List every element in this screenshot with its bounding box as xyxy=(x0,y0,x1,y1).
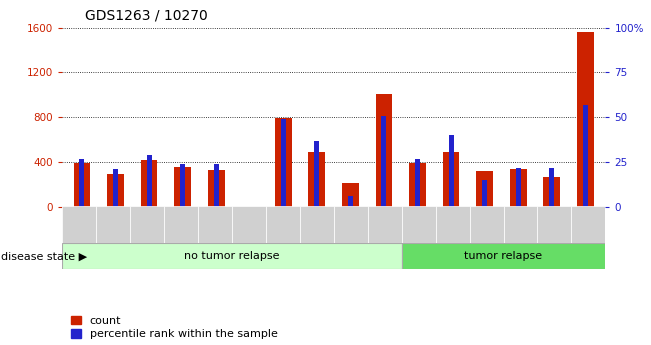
Legend: count, percentile rank within the sample: count, percentile rank within the sample xyxy=(71,316,277,339)
Bar xyxy=(583,105,588,207)
Bar xyxy=(214,164,219,207)
Bar xyxy=(409,163,426,207)
Bar xyxy=(368,206,402,243)
Bar xyxy=(79,159,85,207)
Bar xyxy=(376,94,393,207)
Bar xyxy=(549,168,554,207)
Bar xyxy=(348,196,353,207)
Bar xyxy=(141,160,158,207)
Bar xyxy=(113,169,118,207)
Bar xyxy=(510,169,527,207)
Bar xyxy=(107,175,124,207)
Bar xyxy=(333,206,368,243)
Bar xyxy=(482,180,487,207)
Bar xyxy=(146,155,152,207)
Bar xyxy=(198,206,232,243)
Bar xyxy=(443,152,460,207)
Bar xyxy=(402,243,605,269)
Bar xyxy=(74,163,90,207)
Bar xyxy=(130,206,164,243)
Text: tumor relapse: tumor relapse xyxy=(464,251,542,261)
Bar xyxy=(281,119,286,207)
Text: no tumor relapse: no tumor relapse xyxy=(184,251,279,261)
Text: disease state ▶: disease state ▶ xyxy=(1,252,87,262)
Bar xyxy=(180,164,185,207)
Bar xyxy=(381,116,387,207)
Bar xyxy=(266,206,299,243)
Bar xyxy=(415,159,420,207)
Bar xyxy=(503,206,538,243)
Bar xyxy=(572,206,605,243)
Bar xyxy=(469,206,503,243)
Bar xyxy=(62,206,96,243)
Bar xyxy=(402,206,436,243)
Bar xyxy=(96,206,130,243)
Bar xyxy=(164,206,198,243)
Bar xyxy=(342,184,359,207)
Bar xyxy=(314,141,320,207)
Bar xyxy=(232,206,266,243)
Bar xyxy=(538,206,572,243)
Bar xyxy=(208,170,225,207)
Bar xyxy=(436,206,469,243)
Bar xyxy=(174,167,191,207)
Bar xyxy=(299,206,333,243)
Bar xyxy=(577,32,594,207)
Text: GDS1263 / 10270: GDS1263 / 10270 xyxy=(85,9,208,23)
Bar xyxy=(516,168,521,207)
Bar xyxy=(477,171,493,207)
Bar xyxy=(544,177,560,207)
Bar xyxy=(309,152,326,207)
Bar xyxy=(449,135,454,207)
Bar xyxy=(275,118,292,207)
Bar xyxy=(62,243,402,269)
